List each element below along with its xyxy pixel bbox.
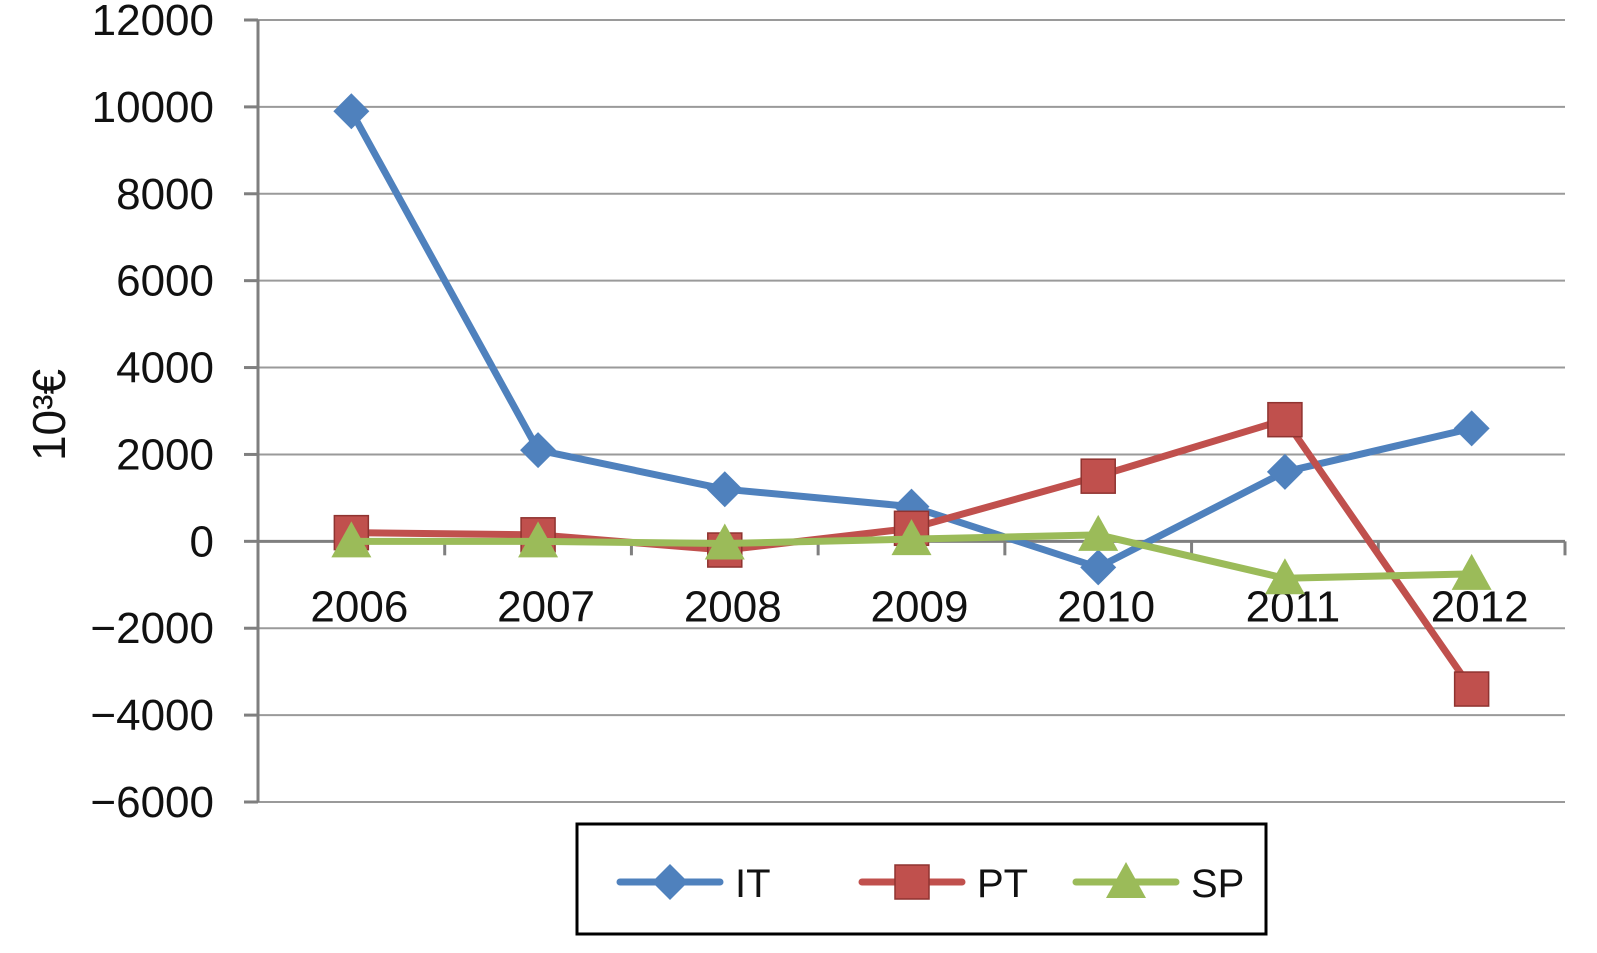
data-point-sp xyxy=(704,523,745,560)
y-tick-labels: 12000 10000 8000 6000 4000 2000 0 −2000 −4000 −60… xyxy=(90,0,214,827)
data-point-sp xyxy=(1264,558,1305,595)
y-axis-label: 10³€ xyxy=(23,369,75,461)
x-tick-label: 2007 xyxy=(497,582,595,631)
data-point-pt xyxy=(1080,458,1116,494)
y-tick-label: 10000 xyxy=(92,83,214,132)
y-tick-label: 6000 xyxy=(116,257,214,306)
legend-marker-sp xyxy=(1106,862,1146,898)
gridlines xyxy=(258,19,1565,803)
data-point-sp xyxy=(518,521,559,558)
x-tick-label: 2006 xyxy=(310,582,408,631)
data-point-sp xyxy=(331,521,372,558)
series-group xyxy=(331,93,1492,707)
axes xyxy=(244,18,1567,804)
y-tick-label: 8000 xyxy=(116,170,214,219)
data-point-it xyxy=(520,432,557,469)
legend-item-sp: SP xyxy=(1072,862,1244,906)
data-point-sp xyxy=(891,519,932,556)
y-tick-label: −6000 xyxy=(90,778,214,827)
series-it xyxy=(333,93,1490,586)
y-tick-label: 4000 xyxy=(116,344,214,393)
legend-label-sp: SP xyxy=(1191,862,1244,906)
legend-label-it: IT xyxy=(735,862,771,906)
data-point-it xyxy=(333,93,370,130)
y-tick-label: −2000 xyxy=(90,604,214,653)
x-tick-label: 2010 xyxy=(1057,582,1155,631)
legend-marker-pt xyxy=(894,864,930,900)
y-tick-label: 0 xyxy=(190,517,214,566)
data-point-it xyxy=(1080,549,1117,586)
y-tick-label: −4000 xyxy=(90,691,214,740)
y-tick-label: 12000 xyxy=(92,0,214,45)
legend-label-pt: PT xyxy=(977,862,1028,906)
data-point-it xyxy=(1453,410,1490,447)
data-point-sp xyxy=(1451,553,1492,590)
data-point-pt xyxy=(1453,671,1490,707)
y-tick-label: 2000 xyxy=(116,430,214,479)
legend-item-it: IT xyxy=(616,862,771,906)
x-tick-labels: 2006 2007 2008 2009 2010 2011 2012 xyxy=(310,582,1528,631)
data-point-it xyxy=(1266,453,1303,490)
legend-marker-it xyxy=(652,864,688,900)
data-point-pt xyxy=(1267,401,1303,438)
series-sp xyxy=(331,514,1492,595)
data-point-sp xyxy=(1078,514,1119,551)
x-tick-label: 2008 xyxy=(684,582,782,631)
legend-item-pt: PT xyxy=(858,862,1028,906)
x-tick-label: 2009 xyxy=(871,582,969,631)
data-point-it xyxy=(706,471,743,508)
legend: IT PT SP xyxy=(575,822,1268,936)
x-tick-label: 2012 xyxy=(1431,582,1529,631)
